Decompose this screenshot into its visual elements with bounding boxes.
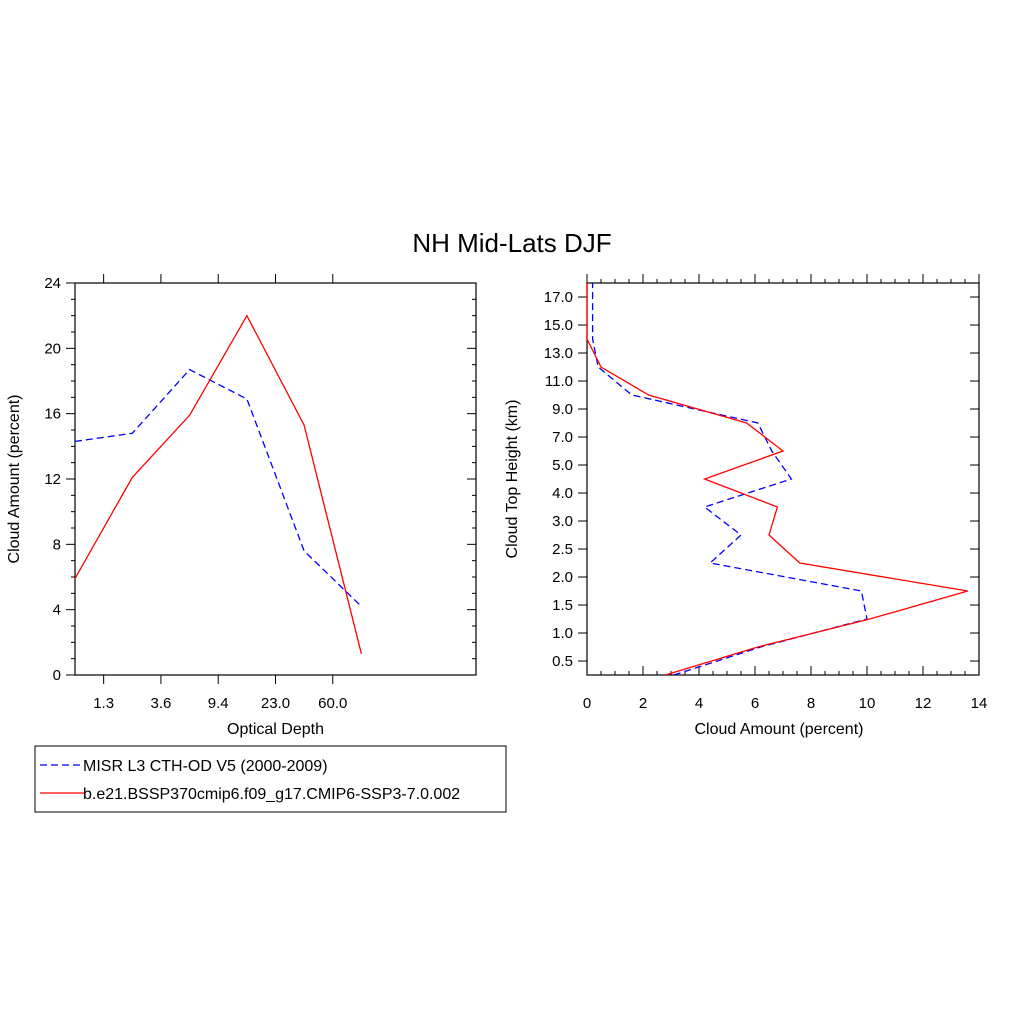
y-axis-label: Cloud Amount (percent) <box>6 395 23 564</box>
y-tick-label: 4 <box>53 602 61 619</box>
y-tick-label: 13.0 <box>544 345 573 362</box>
y-tick-label: 2.5 <box>552 541 573 558</box>
y-tick-label: 3.0 <box>552 513 573 530</box>
x-tick-label: 8 <box>807 695 815 712</box>
x-tick-label: 1.3 <box>93 695 114 712</box>
y-tick-label: 24 <box>44 275 61 292</box>
legend: MISR L3 CTH-OD V5 (2000-2009) b.e21.BSSP… <box>34 745 507 813</box>
x-tick-label: 4 <box>695 695 703 712</box>
y-tick-label: 9.0 <box>552 401 573 418</box>
y-tick-label: 11.0 <box>545 373 573 390</box>
series-line-misr <box>591 283 868 676</box>
plot-frame <box>586 282 980 676</box>
x-tick-label: 0 <box>583 695 591 712</box>
y-tick-label: 15.0 <box>544 317 573 334</box>
y-tick-label: 16 <box>44 406 61 423</box>
legend-label-model: b.e21.BSSP370cmip6.f09_g17.CMIP6-SSP3-7.… <box>83 786 460 803</box>
series-line-model <box>586 283 968 676</box>
y-tick-label: 1.0 <box>552 625 573 642</box>
y-axis-label: Cloud Top Height (km) <box>504 400 521 559</box>
y-tick-label: 8 <box>53 536 61 553</box>
series-line-model <box>74 314 363 654</box>
y-tick-label: 20 <box>44 340 61 357</box>
y-tick-label: 0.5 <box>552 653 573 670</box>
y-tick-label: 5.0 <box>552 457 573 474</box>
optical-depth-panel: 0 4 8 12 16 20 24 1.3 3.6 9.4 23.0 60.0 Optical Dept… <box>6 274 477 738</box>
chart-title: NH Mid-Lats DJF <box>412 228 611 258</box>
y-tick-label: 12 <box>44 471 61 488</box>
x-tick-label: 6 <box>751 695 759 712</box>
legend-label-misr: MISR L3 CTH-OD V5 (2000-2009) <box>83 758 328 775</box>
series-line-misr <box>74 368 362 607</box>
y-tick-label: 0 <box>53 667 61 684</box>
plot-frame <box>74 282 477 676</box>
x-tick-label: 2 <box>639 695 647 712</box>
x-tick-label: 23.0 <box>261 695 290 712</box>
y-tick-label: 4.0 <box>552 485 573 502</box>
legend-box <box>34 745 507 813</box>
y-tick-label: 2.0 <box>552 569 573 586</box>
y-tick-label: 7.0 <box>552 429 573 446</box>
x-tick-label: 9.4 <box>208 695 229 712</box>
x-axis-label: Optical Depth <box>227 721 324 738</box>
x-tick-label: 10 <box>859 695 876 712</box>
x-tick-label: 3.6 <box>150 695 171 712</box>
x-axis-label: Cloud Amount (percent) <box>695 721 864 738</box>
x-tick-label: 14 <box>971 695 988 712</box>
y-tick-label: 17.0 <box>544 289 573 306</box>
y-tick-label: 1.5 <box>552 597 573 614</box>
x-tick-label: 60.0 <box>318 695 347 712</box>
cloud-height-panel: 0 2 4 6 8 10 12 14 0.5 1.0 1.5 2.0 2.5 3.0 4.0 5.0 7.0 9.… <box>504 274 987 738</box>
x-tick-label: 12 <box>915 695 932 712</box>
